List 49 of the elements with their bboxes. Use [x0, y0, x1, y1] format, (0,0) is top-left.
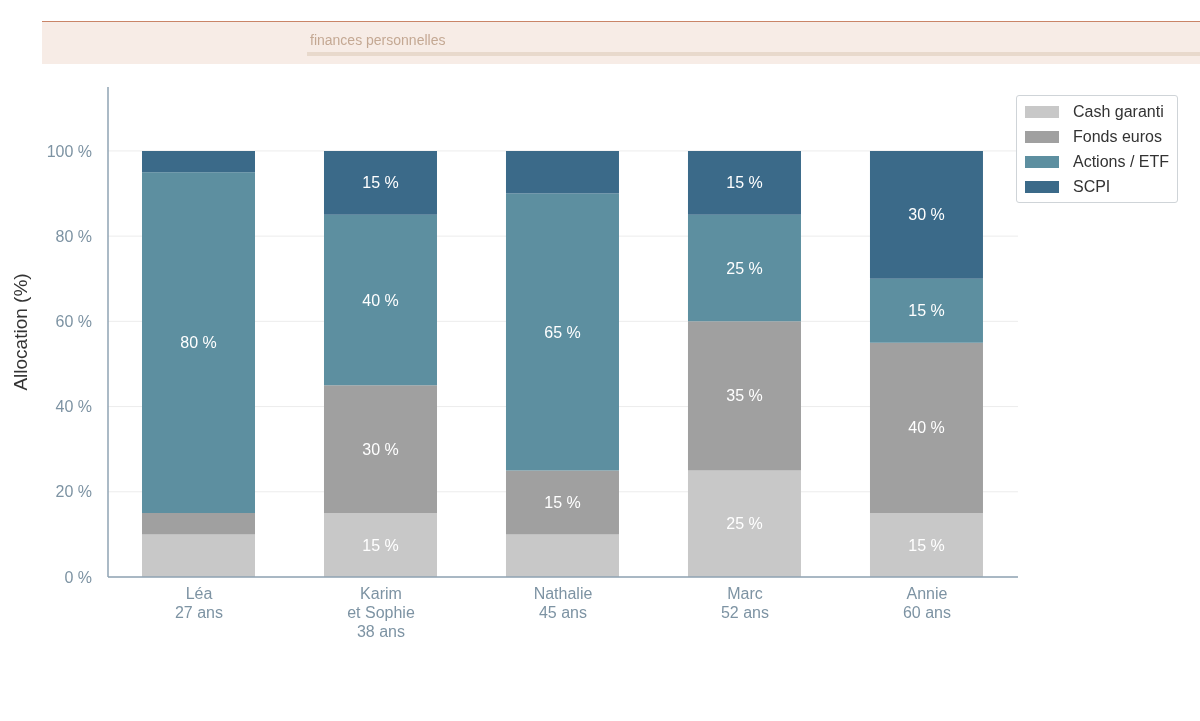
x-tick-label: Karim et Sophie 38 ans	[347, 585, 415, 640]
bar	[869, 513, 983, 577]
bar	[687, 214, 801, 322]
chart-subtitle: finances personnelles	[310, 32, 446, 48]
bar	[323, 513, 437, 577]
bar	[687, 321, 801, 471]
legend-label: SCPI	[1072, 177, 1111, 196]
x-tick-label: Nathalie 45 ans	[533, 585, 593, 621]
x-tick-label: Marc 52 ans	[720, 585, 769, 621]
bar	[142, 534, 255, 577]
data-label: 40 %	[908, 419, 945, 437]
bar	[142, 513, 255, 535]
bar	[687, 150, 801, 215]
y-axis-title: Allocation (%)	[9, 273, 31, 391]
data-label: 15 %	[908, 302, 945, 320]
bar	[869, 342, 983, 514]
data-label: 15 %	[362, 174, 399, 192]
data-label: 15 %	[726, 174, 763, 192]
y-tick-label: 100 %	[46, 142, 92, 160]
x-tick-label: Annie 60 ans	[902, 585, 951, 621]
y-tick-label: 60 %	[55, 313, 92, 331]
bar	[323, 214, 437, 386]
data-label: 80 %	[180, 334, 217, 352]
data-label: 65 %	[544, 323, 581, 341]
bar	[323, 150, 437, 215]
data-label: 25 %	[726, 259, 763, 277]
y-tick-label: 40 %	[55, 398, 92, 416]
y-tick-label: 80 %	[55, 227, 92, 245]
bar	[323, 385, 437, 514]
data-label: 15 %	[544, 493, 581, 511]
bar	[869, 150, 983, 279]
bar	[505, 470, 619, 535]
bar	[505, 150, 619, 194]
bar	[142, 172, 255, 514]
legend-label: Fonds euros	[1072, 127, 1162, 146]
bar	[505, 534, 619, 577]
bar	[142, 150, 255, 173]
data-label: 30 %	[908, 206, 945, 224]
y-tick-label: 0 %	[64, 568, 92, 586]
bar	[869, 278, 983, 343]
y-tick-label: 20 %	[55, 483, 92, 501]
bar	[687, 470, 801, 577]
data-label: 40 %	[362, 291, 399, 309]
legend-label: Cash garanti	[1072, 102, 1164, 121]
legend-label: Actions / ETF	[1072, 152, 1169, 171]
x-tick-label: Léa 27 ans	[174, 585, 224, 621]
data-label: 35 %	[726, 387, 763, 405]
bar	[505, 193, 619, 471]
data-label: 30 %	[362, 440, 399, 458]
